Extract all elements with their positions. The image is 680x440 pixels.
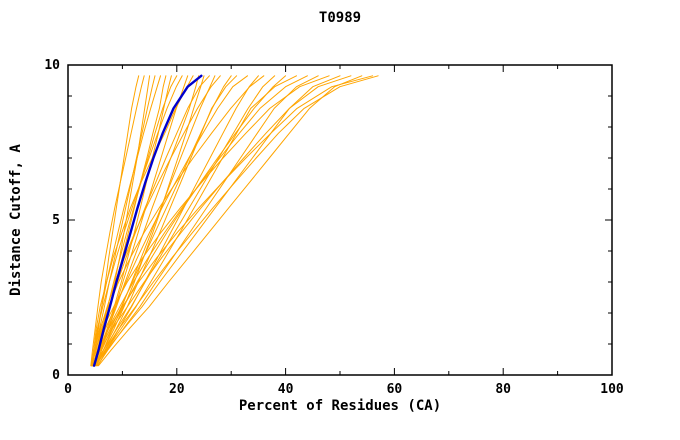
model-curve [95,75,287,367]
model-curve [92,75,205,367]
x-tick-label: 40 [278,382,294,397]
model-curve [92,75,194,367]
model-curve [92,75,161,367]
model-curve [94,75,308,367]
model-curve [93,75,276,367]
model-curve [90,75,156,367]
x-axis-label: Percent of Residues (CA) [238,398,442,414]
model-curve [90,75,145,367]
model-curve [92,75,248,367]
model-curve [96,75,319,367]
model-curve [94,75,238,367]
model-curve [95,75,379,367]
y-tick-label: 10 [44,58,60,73]
x-tick-label: 60 [387,382,403,397]
y-tick-label: 5 [52,213,60,228]
highlight-curve [92,74,203,367]
y-tick-label: 0 [52,368,60,383]
x-tick-label: 0 [64,382,72,397]
x-tick-label: 20 [169,382,185,397]
model-curve [91,75,265,367]
model-curve [97,75,259,367]
model-curve [93,75,297,367]
model-curve [91,75,172,367]
model-curve [92,75,352,367]
chart-title: T0989 [318,10,362,26]
model-curve [94,75,341,367]
model-curve [90,75,183,367]
model-curve [98,75,363,367]
model-curve [95,75,189,367]
model-curve [92,75,374,367]
x-tick-label: 100 [600,382,624,397]
x-tick-label: 80 [495,382,511,397]
